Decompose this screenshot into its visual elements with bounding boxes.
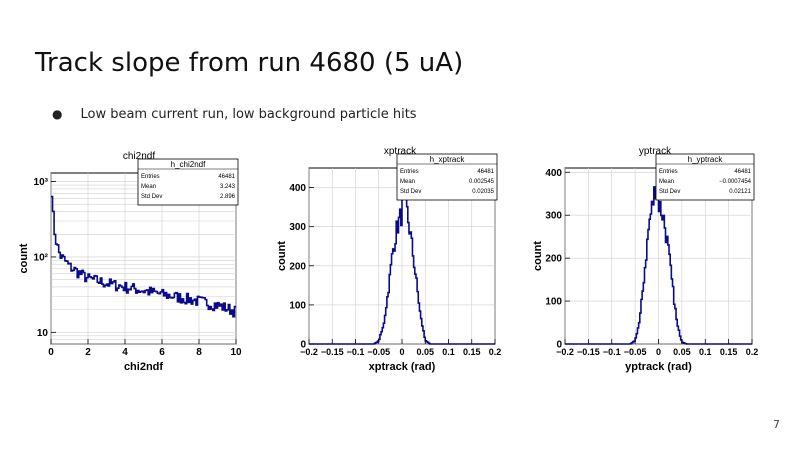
- y-tick-label: 10²: [34, 252, 49, 263]
- stats-label: Std Dev: [659, 189, 680, 195]
- y-axis-label: count: [532, 241, 544, 271]
- x-tick-label: −0.15: [321, 347, 344, 357]
- x-tick-label: −0.1: [603, 347, 621, 357]
- stats-value: 3.243: [220, 184, 236, 190]
- y-tick-label: 200: [545, 254, 562, 265]
- chart-title: chi2ndf: [123, 151, 155, 162]
- x-tick-label: 0.2: [489, 347, 502, 357]
- stats-name: h_xptrack: [430, 155, 466, 164]
- y-tick-label: 100: [289, 300, 306, 311]
- histogram-line: [309, 175, 495, 345]
- x-tick-label: −0.15: [577, 347, 600, 357]
- x-tick-label: 0: [656, 347, 661, 357]
- y-tick-label: 0: [300, 340, 306, 351]
- stats-label: Entries: [659, 169, 678, 175]
- chart-title: xptrack: [384, 146, 417, 157]
- x-axis-label: yptrack (rad): [625, 361, 692, 373]
- y-tick-label: 10³: [34, 177, 49, 188]
- y-axis-label: count: [276, 241, 288, 271]
- stats-value: 0.02035: [472, 189, 494, 195]
- x-tick-label: 6: [159, 347, 165, 358]
- stats-value: 0.02121: [729, 189, 751, 195]
- stats-name: h_chi2ndf: [171, 160, 206, 169]
- y-tick-label: 100: [545, 297, 562, 308]
- x-tick-label: 2: [85, 347, 91, 358]
- stats-value: 46481: [734, 169, 751, 175]
- x-tick-label: 8: [196, 347, 202, 358]
- stats-box: [396, 153, 498, 201]
- stats-box: [655, 153, 755, 201]
- stats-label: Mean: [659, 179, 674, 185]
- x-tick-label: 0.15: [720, 347, 738, 357]
- y-tick-label: 400: [545, 168, 562, 179]
- stats-value: 2.896: [220, 194, 236, 200]
- x-tick-label: 0: [48, 347, 54, 358]
- x-tick-label: 0.05: [416, 347, 434, 357]
- panel-yptrack: −0.2 −0.15 −0.1 −0.05 0 0.05 0.1 0.15 0.2 0 100 200…: [532, 146, 758, 373]
- bullet-item: ● Low beam current run, low background pa…: [52, 107, 417, 122]
- stats-value: 46481: [218, 174, 235, 180]
- stats-label: Std Dev: [141, 194, 162, 200]
- stats-value: 46481: [477, 169, 494, 175]
- x-tick-label: 0: [399, 347, 404, 357]
- panel-xptrack: −0.2 −0.15 −0.1 −0.05 0 0.05 0.1 0.15 0.2 0 100 200…: [276, 146, 501, 373]
- y-tick-label: 10: [37, 328, 49, 339]
- x-tick-label: −0.1: [347, 347, 365, 357]
- y-tick-label: 300: [289, 222, 306, 233]
- y-tick-label: 400: [289, 183, 306, 194]
- x-tick-label: −0.2: [556, 347, 574, 357]
- stats-label: Mean: [141, 184, 156, 190]
- stats-label: Std Dev: [400, 189, 421, 195]
- x-tick-label: 10: [230, 347, 242, 358]
- x-axis-label: chi2ndf: [124, 361, 163, 373]
- y-tick-label: 200: [289, 261, 306, 272]
- slide-title: Track slope from run 4680 (5 uA): [35, 48, 464, 78]
- chart-title: yptrack: [639, 146, 672, 157]
- x-axis-label: xptrack (rad): [369, 361, 436, 373]
- x-tick-label: 0.1: [442, 347, 455, 357]
- x-tick-label: 0.15: [463, 347, 481, 357]
- y-tick-label: 300: [545, 211, 562, 222]
- panel-chi2ndf: 0 2 4 6 8 10 10 10² 10³ chi2ndf chi2ndf count h_chi2…: [18, 151, 242, 373]
- page-number: 7: [773, 418, 780, 431]
- stats-name: h_yptrack: [688, 155, 724, 164]
- x-tick-label: 0.05: [673, 347, 691, 357]
- y-tick-label: 0: [556, 340, 562, 351]
- stats-label: Mean: [400, 179, 415, 185]
- stats-box: [137, 158, 239, 206]
- stats-label: Entries: [141, 174, 160, 180]
- x-tick-label: 0.1: [699, 347, 712, 357]
- x-tick-label: 0.2: [746, 347, 759, 357]
- x-tick-label: −0.2: [300, 347, 318, 357]
- bullet-icon: ●: [52, 107, 63, 121]
- x-tick-label: −0.05: [624, 347, 647, 357]
- histogram-line: [51, 195, 236, 318]
- bullet-text: Low beam current run, low background par…: [80, 107, 417, 122]
- x-tick-label: 4: [122, 347, 128, 358]
- histogram-line: [565, 186, 752, 345]
- x-tick-label: −0.05: [367, 347, 390, 357]
- stats-value: −0.0007454: [719, 179, 752, 185]
- y-axis-label: count: [18, 243, 30, 273]
- stats-value: 0.002545: [469, 179, 495, 185]
- stats-label: Entries: [400, 169, 419, 175]
